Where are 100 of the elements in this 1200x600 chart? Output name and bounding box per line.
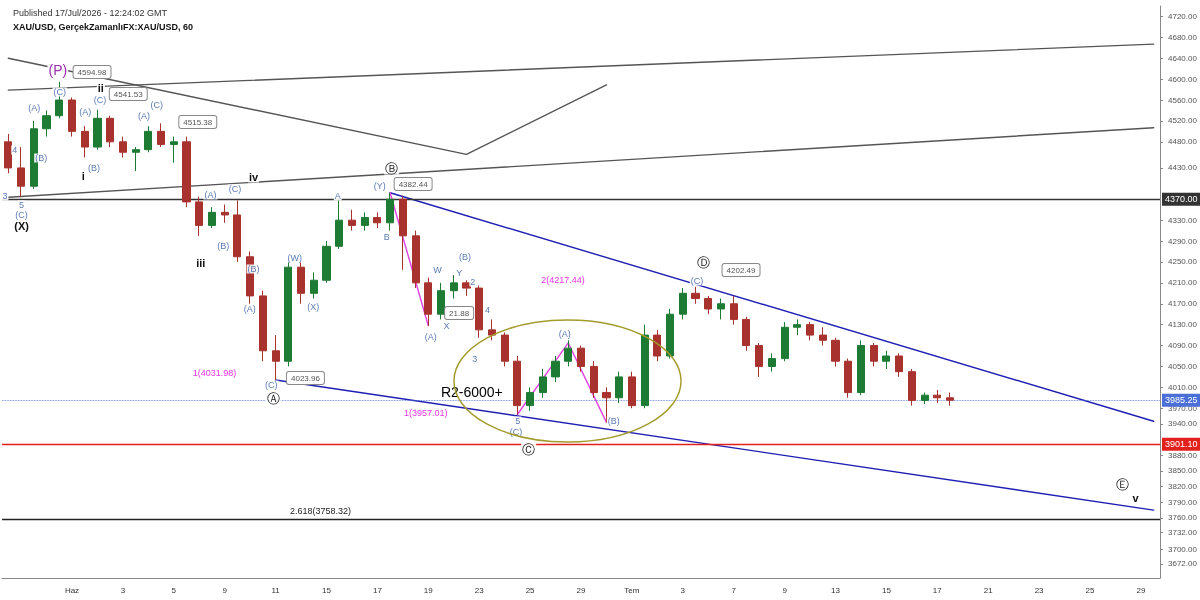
candlestick	[501, 331, 509, 367]
candlestick	[42, 109, 51, 138]
candlestick	[348, 209, 356, 232]
annotation: iv	[248, 171, 260, 183]
y-tick-label: 3850.00	[1168, 466, 1198, 476]
candlestick	[399, 196, 407, 271]
annotation: (A)	[558, 329, 571, 339]
annotation: (A)	[79, 107, 92, 117]
annotation: (C)	[690, 276, 704, 286]
x-tick-label: 5	[171, 585, 177, 595]
text: XAU/USD, GerçekZamanlıFX:XAU/USD, 60	[13, 21, 194, 32]
candlestick	[144, 125, 152, 153]
annotation: (C)	[15, 210, 28, 220]
candlestick	[195, 196, 203, 237]
candlestick	[170, 136, 178, 164]
y-tick-label: 3700.00	[1168, 544, 1198, 554]
candlestick	[475, 284, 483, 339]
candlestick	[564, 339, 572, 367]
y-tick-label: 4430.00	[1168, 163, 1198, 173]
x-tick-label: 3	[120, 585, 126, 595]
annotation: Ⓐ	[266, 390, 280, 406]
y-tick-label: 4130.00	[1168, 320, 1198, 330]
annotation: (A)	[137, 111, 150, 121]
y-tick-label: 4050.00	[1168, 361, 1198, 371]
y-tick-label: 4720.00	[1168, 11, 1198, 21]
candlestick	[551, 355, 560, 383]
candlestick	[641, 324, 649, 409]
candlestick	[717, 298, 725, 320]
annotation: 4	[12, 145, 18, 155]
annotation: (C)	[228, 184, 242, 194]
candlestick	[310, 271, 318, 300]
candlestick	[666, 308, 674, 360]
candlestick	[730, 295, 738, 326]
annotation: 5	[515, 416, 521, 426]
x-tick-label: 15	[322, 585, 332, 595]
candlestick	[182, 136, 191, 208]
x-tick-label: 9	[782, 585, 788, 595]
candlestick	[437, 282, 445, 320]
y-tick-label: 3672.00	[1168, 559, 1198, 569]
x-tick-label: 17	[932, 585, 943, 595]
annotation: (C)	[509, 427, 523, 437]
ref-line-label: 4370.00	[1165, 194, 1198, 205]
annotation: (A)	[204, 190, 217, 200]
candlestick	[488, 318, 496, 341]
annotation: (C)	[150, 100, 163, 110]
candlestick	[526, 386, 534, 412]
candlestick	[691, 286, 700, 305]
candlestick	[755, 342, 763, 378]
ref-line-label: 3985.25	[1165, 395, 1198, 406]
candlestick	[539, 368, 547, 399]
annotation: (B)	[607, 416, 620, 426]
candlestick	[157, 122, 165, 148]
annotation: X	[443, 321, 450, 331]
candlestick	[882, 350, 890, 370]
candlestick	[577, 345, 585, 373]
annotation: (Y)	[373, 181, 386, 191]
candlestick	[590, 360, 598, 399]
y-tick-label: 4330.00	[1168, 215, 1198, 225]
candlestick	[386, 192, 394, 232]
candlestick	[132, 146, 140, 172]
annotation: v	[1132, 492, 1140, 504]
candlestick	[806, 321, 814, 341]
y-tick-label: 4680.00	[1168, 32, 1198, 42]
annotation: (C)	[93, 95, 107, 105]
y-tick-label: 4480.00	[1168, 137, 1198, 147]
annotation: 4202.49	[726, 265, 757, 275]
candlestick	[424, 277, 432, 327]
annotation: i	[81, 170, 85, 182]
y-tick-label: 4210.00	[1168, 278, 1198, 288]
ref-line-label: 2.618(3758.32)	[290, 506, 352, 517]
candlestick	[946, 392, 954, 407]
candlestick	[742, 316, 750, 352]
candlestick	[259, 290, 267, 362]
candlestick	[908, 368, 916, 407]
candlestick	[233, 199, 241, 263]
annotation: (C)	[53, 87, 66, 97]
candlestick	[412, 230, 420, 289]
x-tick-label: 19	[423, 585, 434, 595]
candlestick	[297, 261, 305, 305]
candlestick	[831, 337, 840, 367]
x-tick-label: 9	[222, 585, 228, 595]
annotation: 1(4031.98)	[192, 368, 237, 378]
x-tick-label: Haz	[64, 585, 80, 595]
x-tick-label: 29	[1136, 585, 1146, 595]
x-tick-label: 21	[983, 585, 994, 595]
y-tick-label: 3790.00	[1168, 497, 1198, 507]
candlestick	[921, 392, 929, 405]
y-tick-label: 4520.00	[1168, 116, 1198, 126]
candlestick	[221, 204, 229, 224]
candlestick	[322, 240, 331, 284]
candlestick	[272, 334, 280, 381]
x-tick-label: 25	[525, 585, 536, 595]
annotation: B	[383, 232, 390, 242]
annotation: Y	[456, 268, 463, 278]
x-tick-label: 11	[271, 585, 281, 595]
candlestick	[653, 329, 661, 362]
candlestick	[628, 371, 636, 409]
candlestick	[373, 211, 381, 229]
y-tick-label: 4090.00	[1168, 341, 1198, 351]
x-tick-label: 15	[881, 585, 892, 595]
